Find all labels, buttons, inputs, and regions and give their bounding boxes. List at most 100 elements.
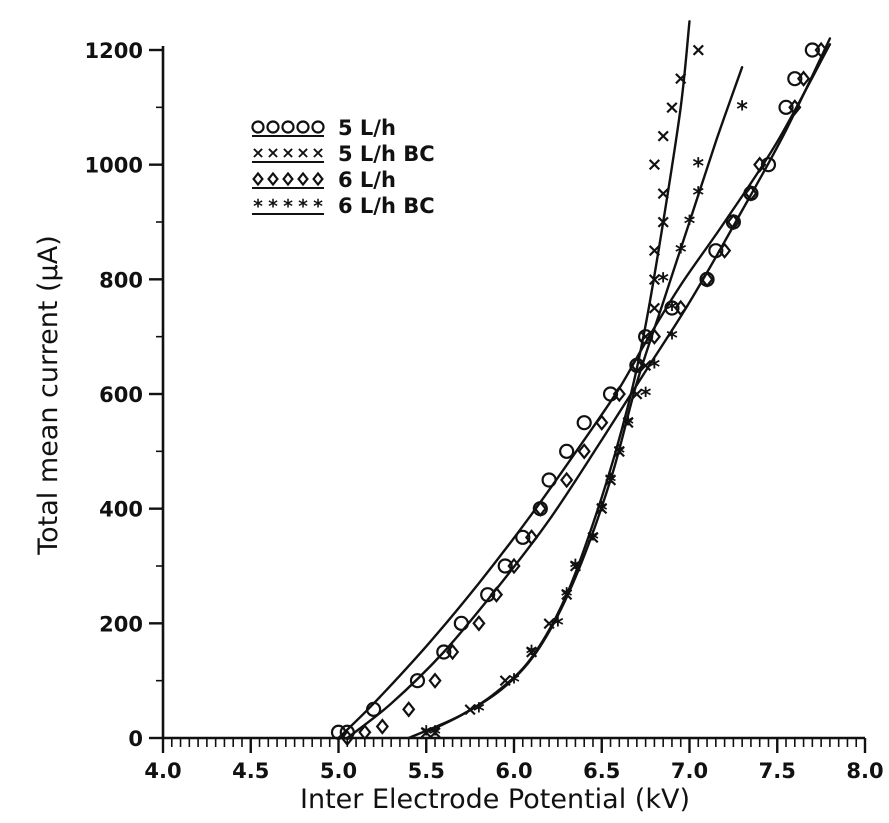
data-point-series-4: * bbox=[693, 155, 705, 180]
data-point-series-4: * bbox=[675, 241, 687, 266]
legend-marker bbox=[312, 171, 324, 187]
data-point-series-1 bbox=[804, 42, 820, 58]
data-point-series-3 bbox=[445, 643, 460, 661]
data-point-series-2: × bbox=[646, 297, 662, 319]
data-point-series-2: × bbox=[646, 268, 662, 290]
data-point-series-3 bbox=[375, 718, 389, 735]
x-axis-title: Inter Electrode Potential (kV) bbox=[300, 784, 690, 815]
data-point-series-4: * bbox=[666, 327, 678, 352]
x-tick-label: 4.5 bbox=[232, 759, 269, 783]
legend-marker: * bbox=[283, 197, 293, 218]
legend-label: 5 L/h bbox=[338, 116, 396, 140]
data-point-series-3 bbox=[560, 471, 574, 489]
x-tick-label: 6.0 bbox=[495, 759, 532, 783]
legend-marker: × bbox=[266, 143, 280, 162]
data-point-series-3 bbox=[507, 557, 521, 575]
data-point-series-3 bbox=[753, 156, 767, 173]
data-point-series-3 bbox=[402, 701, 416, 718]
data-point-series-2: × bbox=[585, 526, 601, 548]
y-axis-title: Total mean current (μA) bbox=[33, 235, 64, 556]
data-point-series-3 bbox=[700, 271, 714, 288]
data-point-series-1 bbox=[576, 415, 592, 431]
data-point-series-4: * bbox=[736, 97, 748, 122]
data-point-series-4: * bbox=[622, 413, 634, 438]
legend-marker: × bbox=[281, 143, 295, 162]
fit-curve-series-3 bbox=[346, 37, 832, 740]
data-point-series-2: × bbox=[655, 182, 671, 204]
axes: 4.0 4.5 5.0 5.5 6.0 6.5 7.0 7.5 8.0 0 200 400 600 800… bbox=[85, 39, 884, 783]
legend-marker: * bbox=[268, 197, 278, 218]
data-point-series-2: × bbox=[524, 641, 540, 663]
legend-marker bbox=[251, 120, 265, 134]
data-point-series-1 bbox=[366, 701, 382, 717]
data-point-series-4: * bbox=[693, 183, 705, 208]
data-point-series-3 bbox=[788, 99, 802, 116]
data-point-series-1 bbox=[436, 644, 452, 660]
fit-curve-series-1 bbox=[337, 43, 832, 740]
data-point-series-4: * bbox=[552, 613, 564, 638]
legend-marker bbox=[281, 120, 295, 134]
data-point-series-1 bbox=[330, 724, 347, 740]
x-tick-label: 7.5 bbox=[759, 759, 796, 783]
data-point-series-3 bbox=[726, 213, 740, 231]
data-point-series-2: × bbox=[620, 412, 636, 434]
data-point-series-1 bbox=[760, 157, 777, 173]
data-point-series-4: * bbox=[684, 212, 696, 237]
x-tick-label: 5.0 bbox=[320, 759, 357, 783]
data-point-series-2: × bbox=[690, 39, 706, 61]
data-point-series-3 bbox=[524, 529, 539, 546]
data-point-series-2: × bbox=[629, 383, 645, 405]
data-point-series-1 bbox=[339, 724, 355, 740]
data-point-series-1 bbox=[497, 558, 513, 574]
legend-marker: * bbox=[313, 197, 323, 218]
legend-marker: × bbox=[251, 143, 265, 162]
data-point-series-2: × bbox=[673, 68, 689, 90]
data-point-series-4: * bbox=[420, 722, 432, 747]
data-point-series-1 bbox=[787, 71, 803, 87]
fit-curves bbox=[337, 20, 832, 740]
legend-label: 5 L/h BC bbox=[338, 142, 435, 166]
legend-marker bbox=[311, 120, 325, 134]
data-point-series-4: * bbox=[429, 722, 441, 747]
data-point-series-2: × bbox=[646, 240, 662, 262]
data-point-series-2: × bbox=[497, 670, 513, 692]
legend: 5 L/h× × × × × 5 L/h BC6 L/h* * * * * 6 L/h BC bbox=[251, 116, 434, 218]
data-point-series-1 bbox=[778, 99, 794, 115]
data-point-series-3 bbox=[577, 443, 591, 460]
legend-marker: × bbox=[296, 143, 310, 162]
legend-marker bbox=[267, 171, 279, 187]
y-tick-label: 200 bbox=[99, 612, 143, 636]
data-point-series-2: × bbox=[427, 721, 443, 743]
data-point-series-4: * bbox=[587, 527, 599, 552]
data-point-series-4: * bbox=[640, 384, 652, 409]
data-point-series-1 bbox=[638, 329, 654, 345]
x-tick-label: 5.5 bbox=[408, 759, 445, 783]
data-point-series-2: × bbox=[418, 721, 434, 743]
data-point-series-3 bbox=[595, 414, 609, 431]
y-tick-label: 800 bbox=[99, 268, 143, 292]
data-point-series-1 bbox=[559, 443, 575, 459]
data-point-series-4: * bbox=[657, 269, 669, 294]
data-point-series-2: × bbox=[638, 354, 654, 376]
legend-label: 6 L/h BC bbox=[338, 194, 435, 218]
y-tick-label: 400 bbox=[99, 498, 143, 522]
data-point-series-2: × bbox=[655, 125, 671, 147]
data-point-series-1 bbox=[480, 587, 496, 603]
data-point-series-1 bbox=[409, 673, 426, 689]
data-point-series-3 bbox=[489, 586, 504, 603]
data-point-series-1 bbox=[708, 243, 724, 259]
legend-marker: * bbox=[298, 197, 308, 218]
data-point-series-4: * bbox=[526, 642, 538, 667]
data-point-series-4: * bbox=[614, 441, 626, 466]
data-point-series-3 bbox=[674, 299, 688, 317]
data-point-series-3 bbox=[533, 500, 547, 517]
data-point-series-3 bbox=[814, 41, 828, 59]
legend-marker bbox=[296, 120, 310, 134]
data-point-series-4: * bbox=[596, 499, 608, 524]
y-tick-label: 0 bbox=[128, 727, 143, 751]
legend-marker bbox=[266, 120, 280, 134]
y-tick-label: 600 bbox=[99, 383, 143, 407]
x-tick-label: 7.0 bbox=[671, 759, 708, 783]
